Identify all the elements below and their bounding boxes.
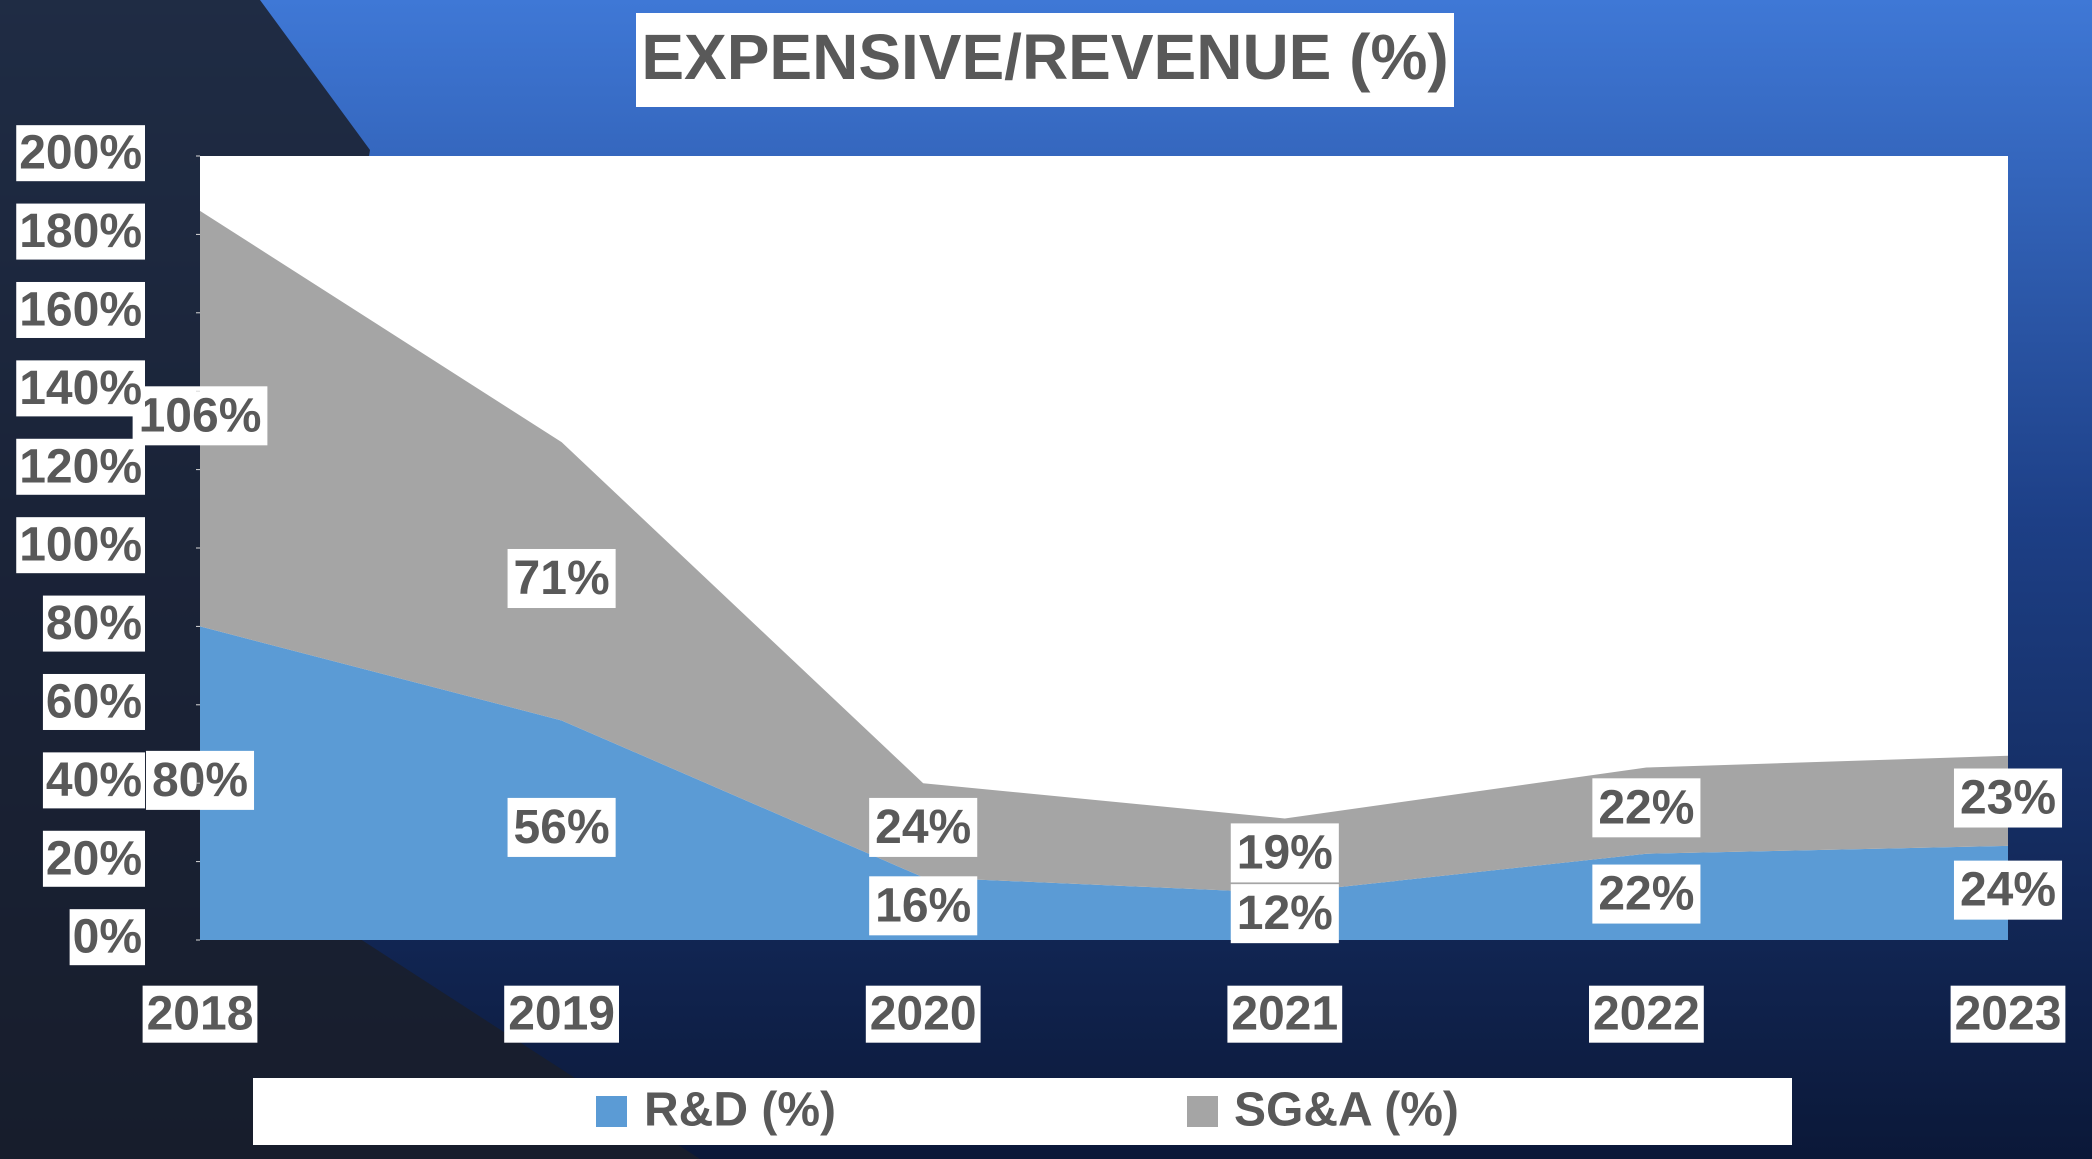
title-box xyxy=(636,13,1454,107)
label-box xyxy=(132,386,268,446)
label-box xyxy=(1589,985,1704,1043)
label-box xyxy=(507,548,616,609)
x-tick-label: 2023 xyxy=(1955,988,2062,1041)
label-box xyxy=(42,595,145,652)
x-tick-label: 2021 xyxy=(1231,988,1338,1041)
label-box xyxy=(42,673,145,730)
y-tick-label: 40% xyxy=(46,754,142,807)
y-tick-label: 100% xyxy=(19,519,142,572)
y-tick-label: 20% xyxy=(46,832,142,885)
y-tick-label: 200% xyxy=(19,127,142,180)
label-box xyxy=(69,909,145,966)
data-label: 106% xyxy=(139,389,262,442)
area xyxy=(200,210,2008,893)
label-box xyxy=(16,125,145,182)
data-label: 19% xyxy=(1237,826,1333,879)
legend-label: R&D (%) xyxy=(644,1084,836,1137)
data-label: 16% xyxy=(875,879,971,932)
label-box xyxy=(1953,860,2063,920)
y-tick-label: 60% xyxy=(46,675,142,728)
data-label: 80% xyxy=(152,754,248,807)
label-box xyxy=(42,830,145,887)
chart-title: EXPENSIVE/REVENUE (%) xyxy=(641,21,1448,93)
label-box xyxy=(16,517,145,574)
data-label: 71% xyxy=(514,552,610,605)
label-box xyxy=(1950,985,2066,1043)
data-label: 23% xyxy=(1960,772,2056,825)
legend-box xyxy=(253,1078,1792,1145)
y-tick-label: 160% xyxy=(19,283,142,336)
y-tick-label: 80% xyxy=(46,597,142,650)
background-cliff xyxy=(0,0,700,1159)
label-box xyxy=(1592,778,1701,838)
label-box xyxy=(865,985,981,1043)
data-label: 24% xyxy=(1960,864,2056,917)
label-box xyxy=(869,876,978,936)
label-box xyxy=(1230,823,1339,883)
x-tick-label: 2019 xyxy=(508,988,615,1041)
y-tick-label: 120% xyxy=(19,440,142,493)
y-tick-label: 140% xyxy=(19,362,142,415)
area xyxy=(200,626,2008,940)
label-box xyxy=(16,281,145,338)
label-box xyxy=(1592,864,1701,924)
y-tick-label: 180% xyxy=(19,205,142,258)
label-box xyxy=(1230,884,1339,944)
label-box xyxy=(16,360,145,417)
label-box xyxy=(507,797,616,857)
label-box xyxy=(1953,768,2063,828)
label-box xyxy=(1227,985,1343,1043)
x-tick-label: 2020 xyxy=(870,988,977,1041)
label-box xyxy=(16,203,145,260)
x-tick-label: 2022 xyxy=(1593,988,1700,1041)
data-label: 12% xyxy=(1237,887,1333,940)
legend-label: SG&A (%) xyxy=(1234,1084,1459,1137)
data-label: 22% xyxy=(1598,781,1694,834)
data-label: 22% xyxy=(1598,868,1694,921)
label-box xyxy=(145,750,255,810)
label-box xyxy=(42,752,145,809)
legend-swatch xyxy=(596,1096,627,1127)
data-label: 56% xyxy=(514,801,610,854)
y-tick-label: 0% xyxy=(73,911,142,964)
label-box xyxy=(869,797,978,857)
label-box xyxy=(504,985,619,1043)
legend-swatch xyxy=(1187,1096,1218,1127)
data-label: 24% xyxy=(875,801,971,854)
label-box xyxy=(142,985,258,1043)
x-tick-label: 2018 xyxy=(147,988,254,1041)
label-box xyxy=(16,438,145,495)
